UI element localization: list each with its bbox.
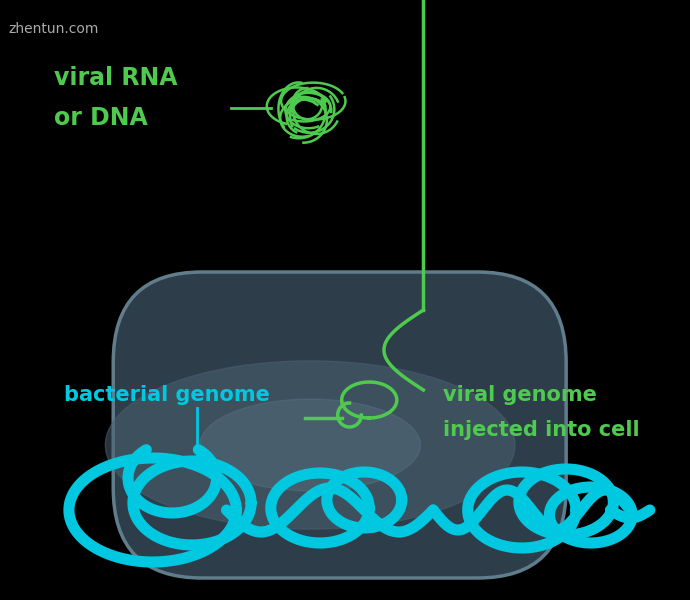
Text: bacterial genome: bacterial genome [64, 385, 270, 405]
FancyBboxPatch shape [113, 272, 566, 578]
Ellipse shape [106, 361, 515, 529]
Text: zhentun.com: zhentun.com [8, 22, 98, 36]
Text: viral genome: viral genome [443, 385, 597, 405]
Text: or DNA: or DNA [54, 106, 148, 130]
Ellipse shape [200, 399, 420, 491]
Text: injected into cell: injected into cell [443, 420, 640, 440]
Text: viral RNA: viral RNA [54, 66, 177, 90]
